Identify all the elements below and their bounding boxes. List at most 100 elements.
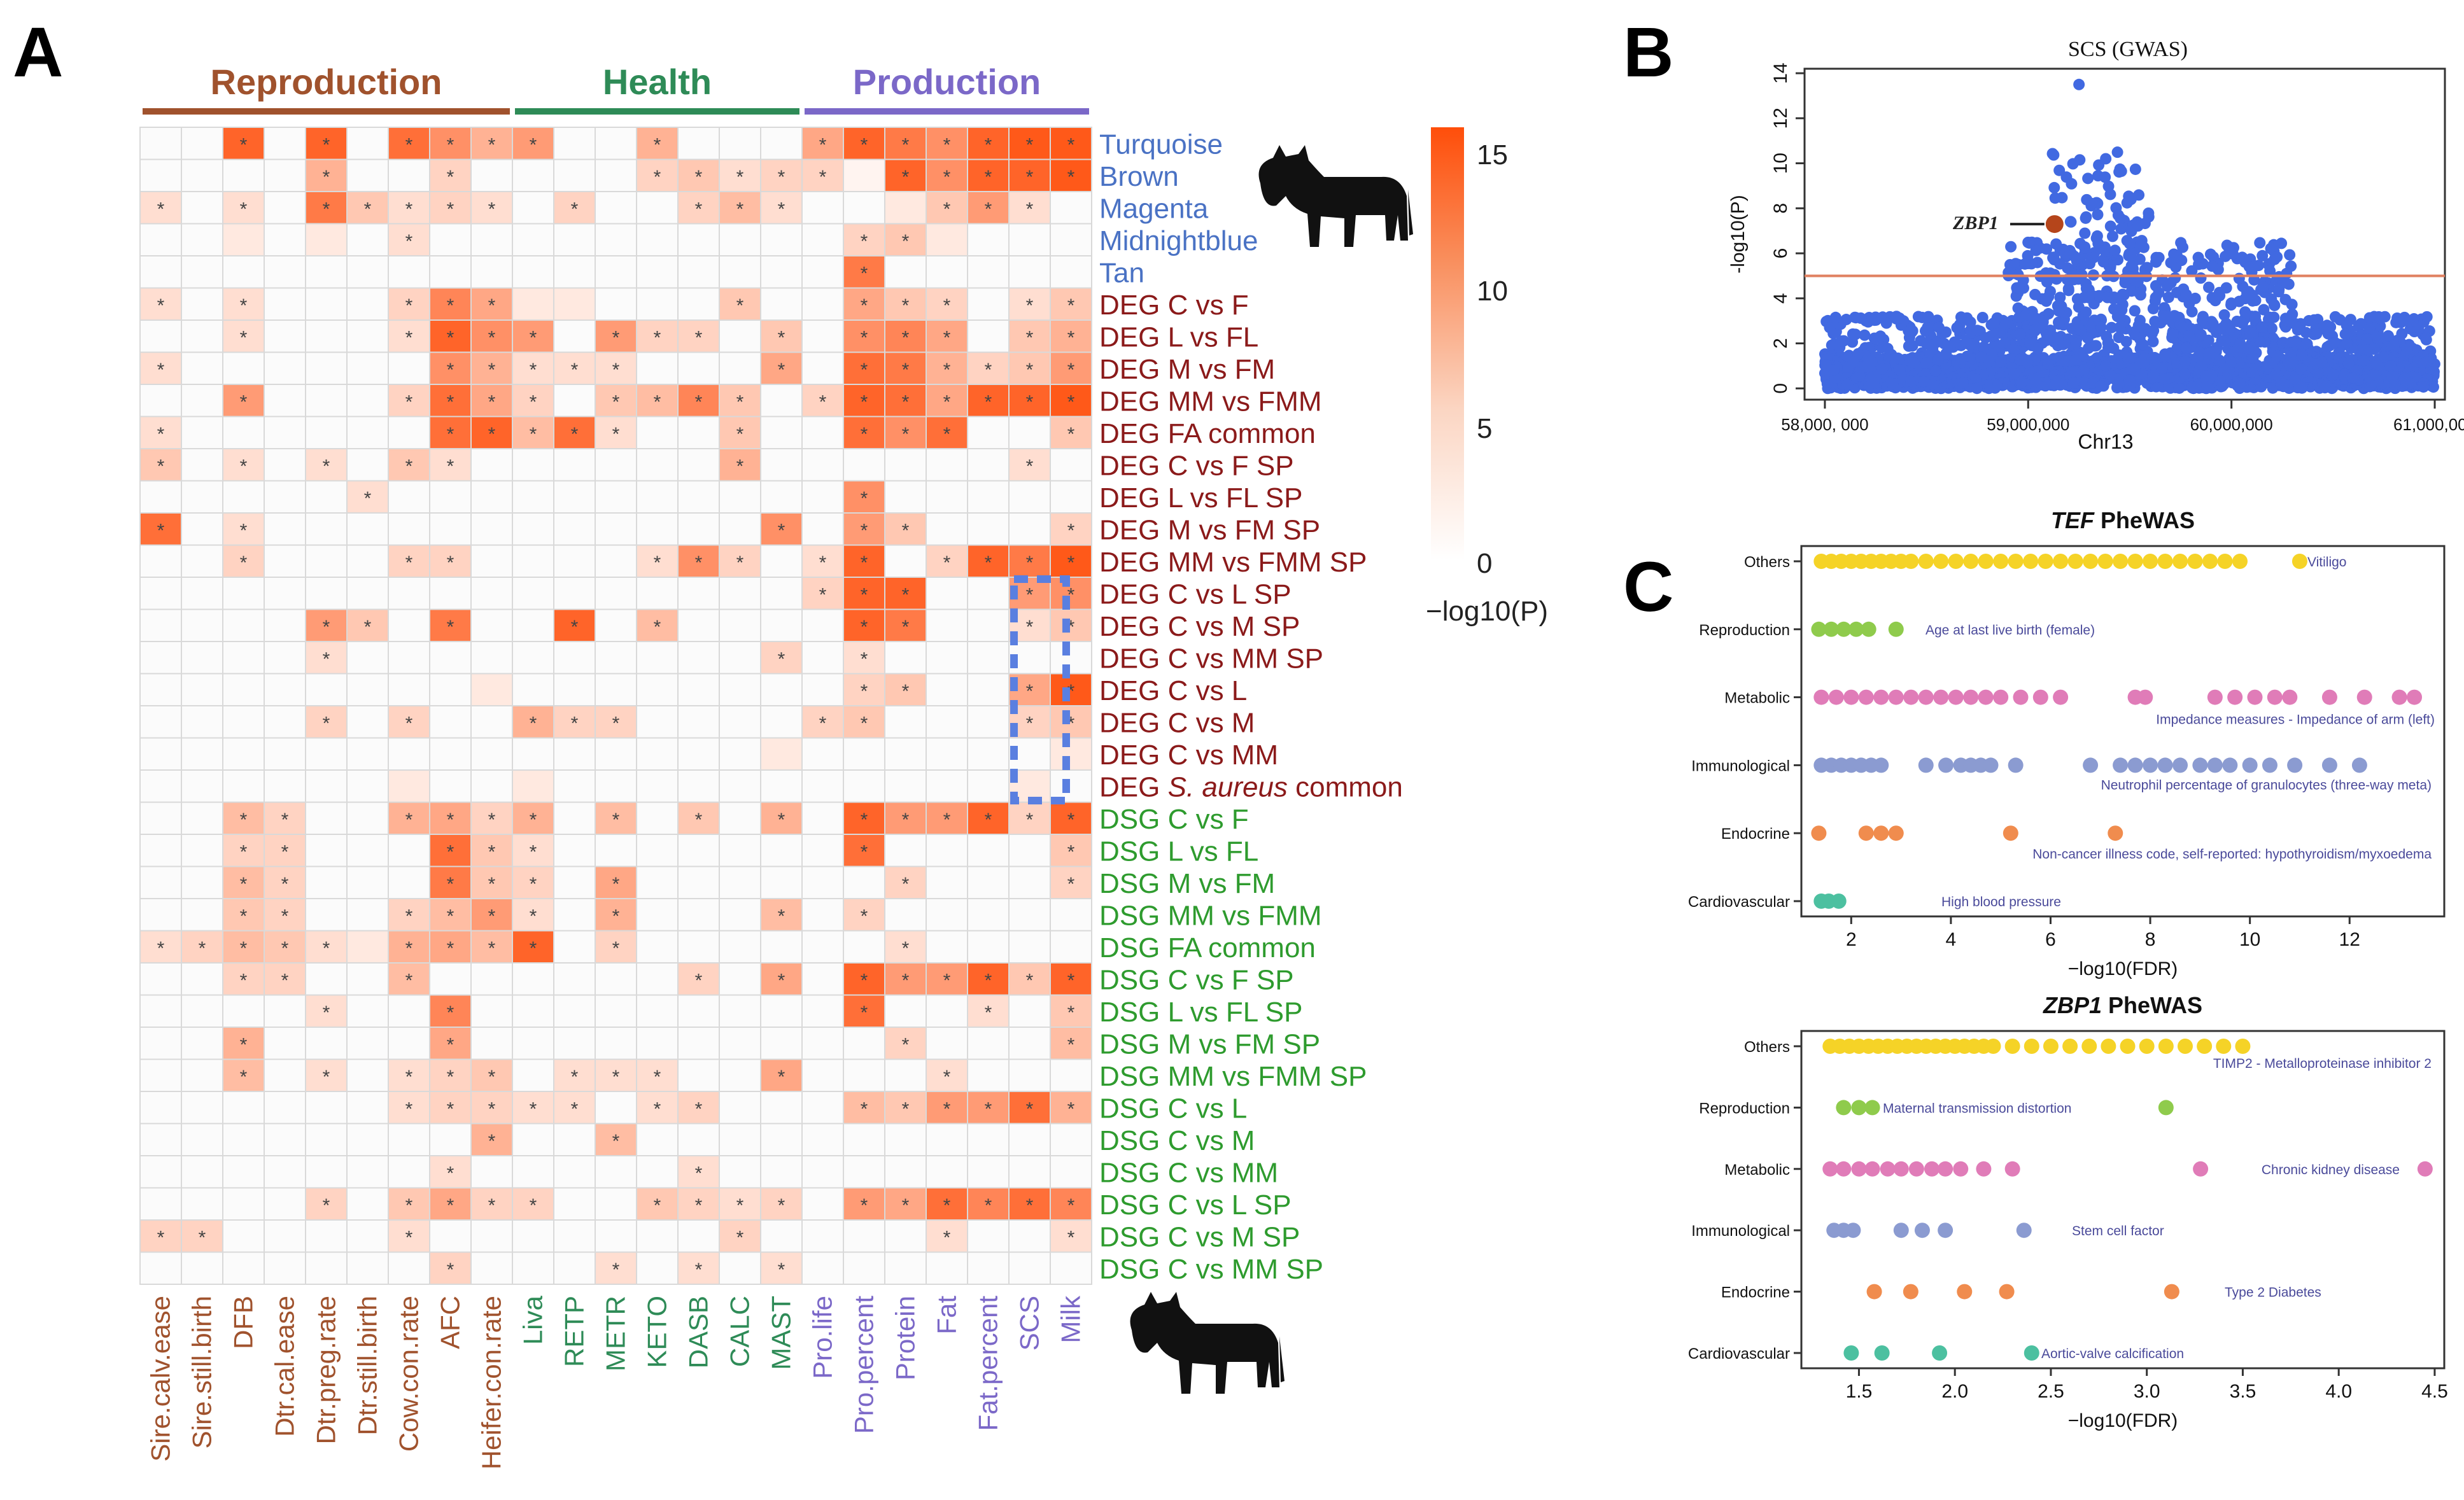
heatmap-cell xyxy=(801,1027,844,1060)
panel-label-c: C xyxy=(1623,548,1673,626)
x-tick-label: 3.5 xyxy=(2230,1381,2256,1402)
heatmap-cell xyxy=(553,1123,596,1156)
heatmap-cell xyxy=(222,480,265,514)
gwas-point xyxy=(2419,332,2432,344)
heatmap-cell xyxy=(512,769,554,803)
phewas-point xyxy=(2267,689,2283,705)
heatmap-cell xyxy=(595,994,637,1028)
gwas-point xyxy=(2247,352,2259,364)
gwas-point xyxy=(2065,216,2077,228)
phewas-point xyxy=(2062,1039,2078,1054)
gwas-point xyxy=(2225,356,2237,368)
heatmap-cell xyxy=(801,930,844,964)
heatmap-cell xyxy=(512,1123,554,1156)
gwas-point xyxy=(2193,346,2206,358)
heatmap-cell xyxy=(843,1058,885,1092)
significance-star: * xyxy=(819,391,827,412)
heatmap-cell xyxy=(636,1027,679,1060)
heatmap-cell xyxy=(222,608,265,642)
gwas-point xyxy=(2300,337,2312,349)
heatmap-cell xyxy=(884,191,927,225)
heatmap-cell xyxy=(222,1219,265,1253)
significance-star: * xyxy=(943,424,951,445)
significance-star: * xyxy=(530,134,537,155)
heatmap-cell xyxy=(677,223,720,256)
heatmap-cell xyxy=(264,737,306,771)
heatmap-cell xyxy=(884,544,927,578)
heatmap-cell xyxy=(470,1027,513,1060)
significance-star: * xyxy=(530,424,537,445)
heatmap-cell xyxy=(719,737,761,771)
heatmap-cell xyxy=(553,1219,596,1253)
gwas-point xyxy=(2084,258,2096,270)
gwas-point xyxy=(2233,295,2245,307)
gwas-point xyxy=(2388,339,2400,351)
heatmap-cell xyxy=(843,1219,885,1253)
heatmap-cell xyxy=(470,1155,513,1189)
row-label: DEG C vs M SP xyxy=(1099,611,1300,642)
heatmap-cell xyxy=(512,1219,554,1253)
heatmap-cell xyxy=(636,608,679,642)
heatmap-cell xyxy=(222,1155,265,1189)
heatmap-cell xyxy=(305,673,348,706)
column-label: Pro.percent xyxy=(849,1296,879,1434)
category-label: Reproduction xyxy=(1699,622,1790,639)
significance-star: * xyxy=(447,456,454,477)
gwas-point xyxy=(2048,181,2060,193)
heatmap-cell xyxy=(264,416,306,449)
row-label: DSG MM vs FMM SP xyxy=(1099,1061,1367,1092)
heatmap-cell xyxy=(429,255,472,289)
gwas-point xyxy=(2053,305,2065,317)
gwas-point xyxy=(1922,311,1934,323)
gwas-point xyxy=(2355,318,2367,330)
significance-star: * xyxy=(861,520,868,541)
significance-star: * xyxy=(612,360,620,381)
heatmap-cell xyxy=(801,287,844,321)
significance-star: * xyxy=(861,134,868,155)
gwas-point xyxy=(2111,382,2123,394)
significance-star: * xyxy=(654,1098,661,1119)
phewas-point xyxy=(2113,757,2129,773)
significance-star: * xyxy=(240,874,248,895)
heatmap-cell xyxy=(512,480,554,514)
gwas-point xyxy=(2166,328,2178,340)
phewas-point xyxy=(1914,1223,1930,1238)
significance-star: * xyxy=(488,199,496,220)
gwas-point xyxy=(2008,344,2020,356)
column-label: Liva xyxy=(518,1295,548,1345)
heatmap-cell xyxy=(760,1123,803,1156)
heatmap-cell xyxy=(636,223,679,256)
heatmap-cell xyxy=(512,158,554,192)
phewas-point xyxy=(1811,621,1827,637)
heatmap-cell xyxy=(181,801,223,835)
significance-star: * xyxy=(861,295,868,316)
gwas-point xyxy=(2153,287,2165,299)
heatmap-cell xyxy=(388,1155,430,1189)
heatmap-cell xyxy=(429,705,472,739)
category-label: Cardiovascular xyxy=(1688,894,1790,911)
gwas-point xyxy=(1994,340,2006,353)
gwas-point xyxy=(2286,298,2298,311)
significance-star: * xyxy=(943,295,951,316)
heatmap-cell xyxy=(760,255,803,289)
phewas-point xyxy=(2143,757,2158,773)
heatmap-cell xyxy=(801,158,844,192)
significance-star: * xyxy=(902,295,910,316)
heatmap-cell xyxy=(512,319,554,353)
heatmap-cell xyxy=(139,1155,182,1189)
heatmap-cell xyxy=(222,962,265,996)
heatmap-cell xyxy=(595,673,637,706)
significance-star: * xyxy=(819,167,827,188)
heatmap-cell xyxy=(470,608,513,642)
heatmap-cell xyxy=(967,223,1010,256)
significance-star: * xyxy=(240,938,248,959)
significance-star: * xyxy=(157,424,165,445)
phewas-point xyxy=(2158,1039,2174,1054)
x-tick-label: 10 xyxy=(2239,929,2260,950)
phewas-point xyxy=(1903,689,1919,705)
gwas-point xyxy=(2095,380,2107,392)
heatmap-cell xyxy=(181,866,223,899)
heatmap-cell xyxy=(719,1219,761,1253)
significance-star: * xyxy=(405,713,413,734)
heatmap-cell xyxy=(884,898,927,932)
